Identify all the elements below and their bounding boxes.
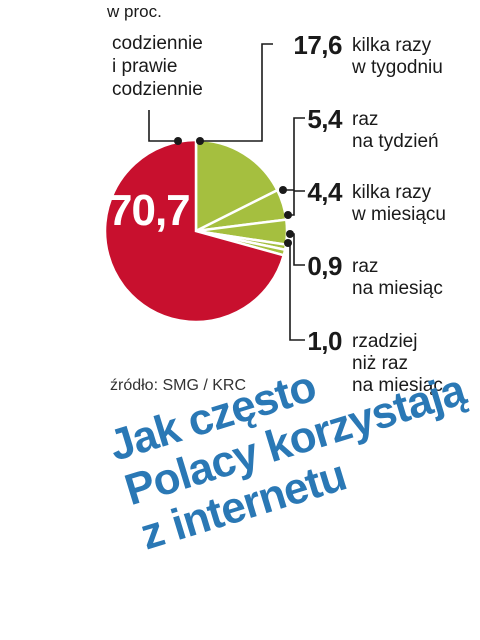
leader-dot	[279, 186, 287, 194]
slice-label-line: kilka razy	[352, 182, 432, 203]
slice-label-line: niż raz	[352, 353, 408, 374]
slice-label: raz na tydzień	[352, 109, 439, 153]
source-note: źródło: SMG / KRC	[110, 377, 247, 394]
leader-dots	[174, 137, 294, 247]
slice-value: 0,9	[307, 251, 342, 281]
main-slice-label-line: codziennie	[112, 79, 203, 100]
slice-label-line: w tygodniu	[352, 57, 443, 78]
slice-label-line: w miesiącu	[352, 204, 446, 225]
leader-dot	[196, 137, 204, 145]
main-slice-label-line: i prawie	[112, 56, 178, 77]
leader-line	[200, 43, 273, 142]
slice-label-line: na tydzień	[352, 131, 439, 152]
slice-value: 17,6	[293, 30, 342, 60]
slice-label: kilka razy w tygodniu	[352, 35, 443, 79]
slice-label-line: na miesiąc	[352, 278, 443, 299]
slice-value: 1,0	[307, 326, 342, 356]
pie-slice-main	[103, 138, 286, 324]
main-slice-label-line: codziennie	[112, 33, 203, 54]
slice-label-line: rzadziej	[352, 331, 418, 352]
leader-dot	[284, 211, 292, 219]
slice-label-line: raz	[352, 109, 379, 130]
slice-label: rzadziej niż raz na miesiąc	[352, 331, 443, 397]
slice-label-line: kilka razy	[352, 35, 432, 56]
leader-line	[148, 110, 178, 142]
leader-line	[283, 117, 305, 191]
main-slice-value: 70,7	[108, 186, 191, 235]
leader-dot	[286, 230, 294, 238]
slice-label-line: raz	[352, 256, 379, 277]
slice-value: 4,4	[307, 177, 342, 207]
slice-label: raz na miesiąc	[352, 256, 443, 300]
main-slice-label: codziennie i prawie codziennie	[112, 32, 282, 101]
slice-value: 5,4	[307, 104, 342, 134]
leader-dot	[174, 137, 182, 145]
slice-label-line: na miesiąc	[352, 375, 443, 396]
unit-label: w proc.	[107, 2, 162, 21]
leader-dot	[284, 239, 292, 247]
slice-label: kilka razy w miesiącu	[352, 182, 446, 226]
